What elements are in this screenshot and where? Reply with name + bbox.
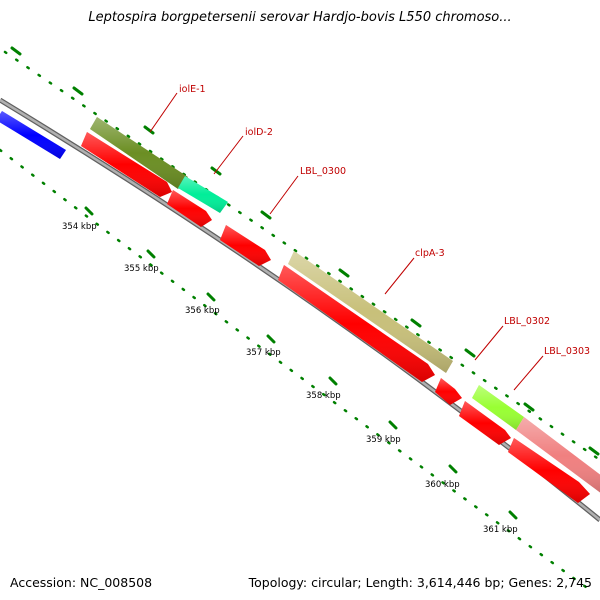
upstream-feature: [0, 111, 66, 159]
gene-LBL_0302: [472, 385, 524, 430]
gene-iolD-2: [178, 176, 228, 213]
tick-label: 357 kbp: [246, 348, 281, 358]
gene-LBL_0303: [516, 417, 600, 493]
inner-tick-ring: [0, 148, 592, 592]
gene-iolE-1: [90, 117, 188, 189]
map-title: Leptospira borgpetersenii serovar Hardjo…: [88, 10, 512, 25]
tick-label: 361 kbp: [483, 525, 518, 535]
topology-label: Topology: circular; Length: 3,614,446 bp…: [248, 575, 592, 590]
gene-label-iolE-1: iolE-1: [179, 84, 206, 95]
outer-tick-ring: [3, 46, 600, 462]
genome-backbone: [0, 97, 600, 522]
gene-labels: iolE-1 iolD-2 LBL_0300 clpA-3 LBL_0302 L…: [179, 84, 590, 357]
tick-label: 359 kbp: [366, 435, 401, 445]
gene-label-clpA-3: clpA-3: [415, 248, 445, 259]
gene-clpA-3: [288, 251, 453, 373]
tick-label: 356 kbp: [185, 306, 220, 316]
kbp-tick-labels: 354 kbp 355 kbp 356 kbp 357 kbp 358 kbp …: [62, 222, 518, 535]
gene-label-iolD-2: iolD-2: [245, 127, 273, 138]
gene-label-LBL_0302: LBL_0302: [504, 316, 550, 327]
gene-label-LBL_0300: LBL_0300: [300, 166, 346, 177]
label-leaders: [149, 92, 544, 391]
tick-label: 360 kbp: [425, 480, 460, 490]
accession-label: Accession: NC_008508: [10, 575, 153, 590]
tick-label: 355 kbp: [124, 264, 159, 274]
tick-label: 354 kbp: [62, 222, 97, 232]
gene-label-LBL_0303: LBL_0303: [544, 346, 590, 357]
tick-label: 358 kbp: [306, 391, 341, 401]
